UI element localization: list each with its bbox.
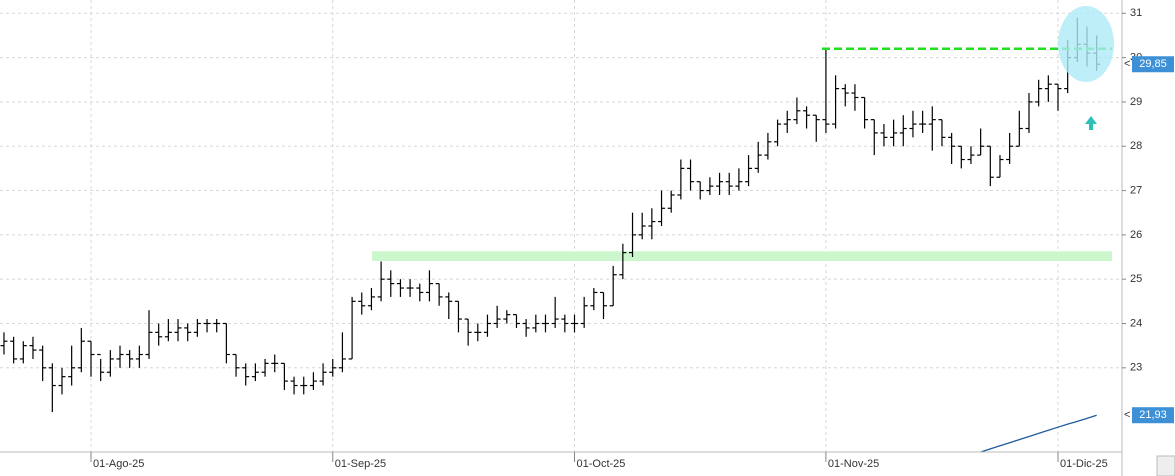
last-value-box xyxy=(1132,407,1174,424)
y-tick-label: 31 xyxy=(1130,7,1142,19)
up-arrow xyxy=(1085,116,1097,130)
last-value-label: 29,85 xyxy=(1139,58,1167,70)
y-tick-label: 26 xyxy=(1130,229,1142,241)
scroll-button[interactable] xyxy=(1156,455,1175,476)
x-tick-label: 01-Dic-25 xyxy=(1060,458,1108,470)
highlight-ellipse xyxy=(1058,6,1114,82)
moving-average xyxy=(980,414,1097,453)
last-pointer: < xyxy=(1124,58,1130,70)
y-tick-label: 28 xyxy=(1130,140,1142,152)
y-tick-label: 23 xyxy=(1130,362,1142,374)
x-tick-label: 01-Ago-25 xyxy=(93,458,144,470)
last-value-box xyxy=(1132,56,1174,73)
y-tick-label: 27 xyxy=(1130,184,1142,196)
last-pointer: < xyxy=(1124,409,1130,421)
last-value-label: 21,93 xyxy=(1139,409,1167,421)
x-tick-label: 01-Oct-25 xyxy=(577,458,626,470)
support-band xyxy=(372,251,1112,262)
x-tick-label: 01-Nov-25 xyxy=(828,458,879,470)
grid xyxy=(0,0,1122,452)
y-tick-label: 25 xyxy=(1130,273,1142,285)
plot xyxy=(0,17,1112,453)
y-tick-label: 24 xyxy=(1130,317,1142,329)
x-tick-label: 01-Sep-25 xyxy=(335,458,386,470)
y-tick-label: 29 xyxy=(1130,96,1142,108)
